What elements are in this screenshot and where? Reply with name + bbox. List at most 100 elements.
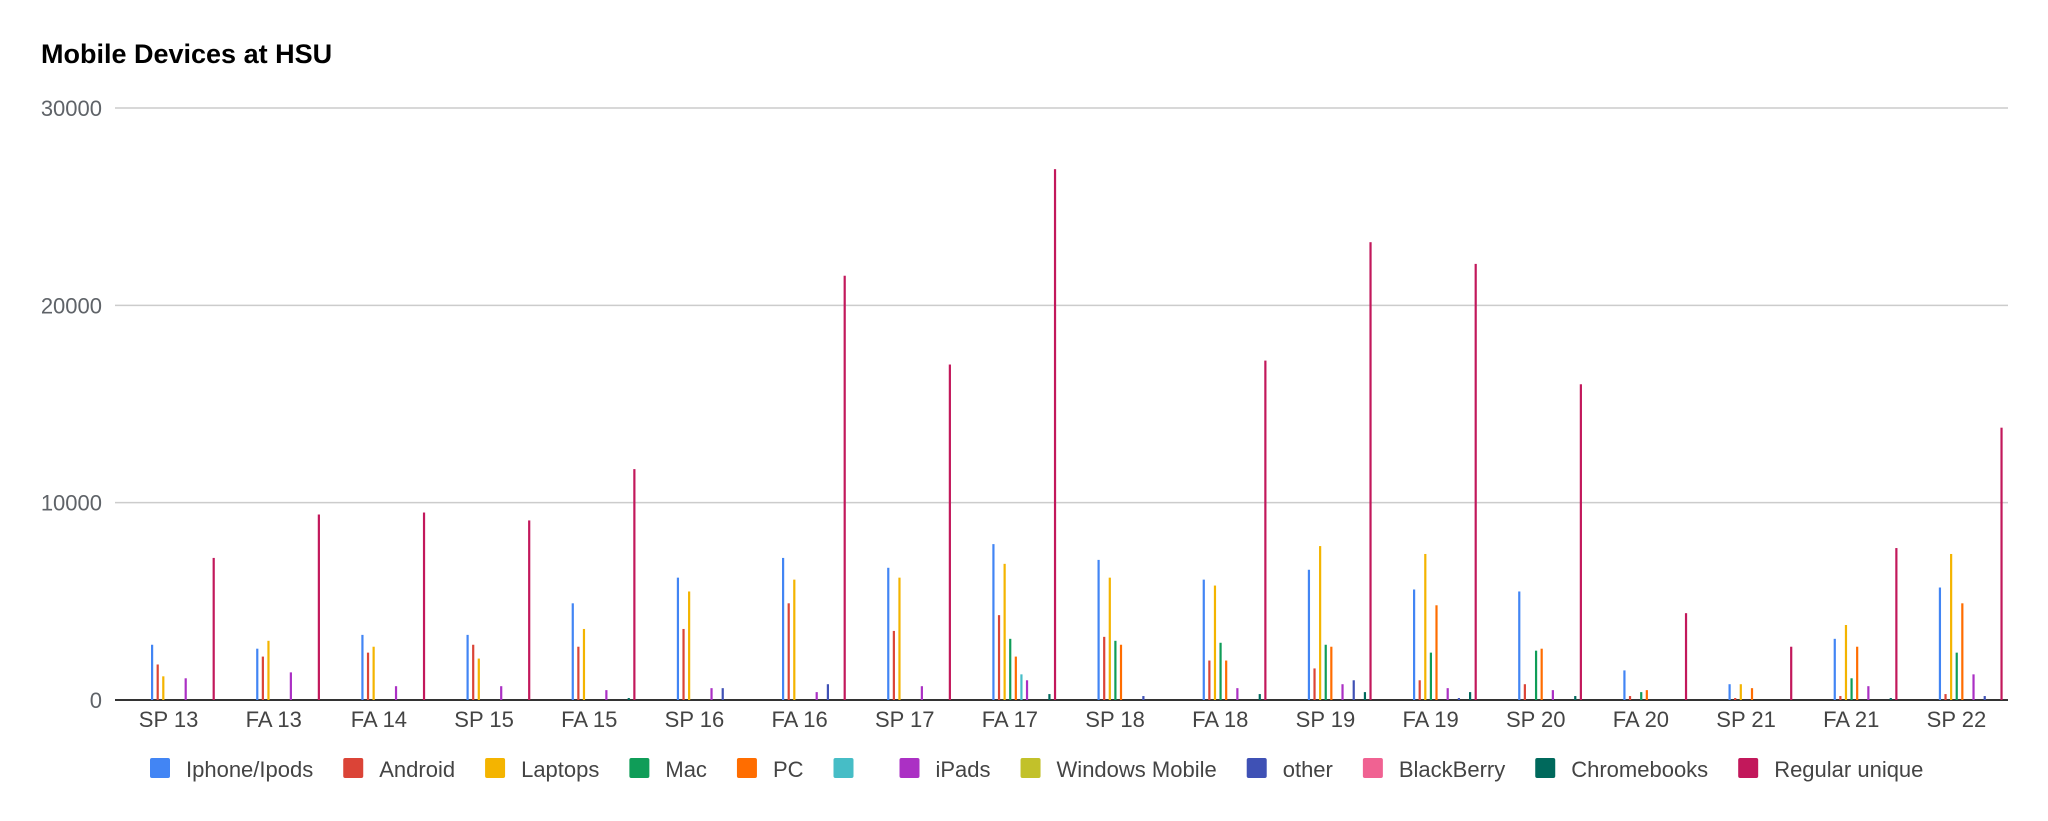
bar	[721, 688, 724, 700]
bar	[1534, 650, 1538, 700]
bar	[1961, 603, 1964, 700]
legend-item: Mac	[629, 757, 707, 782]
x-tick-label: SP 17	[875, 707, 935, 732]
bar	[212, 557, 215, 700]
bar	[1684, 613, 1688, 700]
legend-item: Android	[343, 757, 455, 782]
legend-swatch	[1362, 758, 1383, 778]
bar	[997, 615, 1001, 700]
x-tick-label: SP 13	[139, 707, 199, 732]
bar	[627, 698, 630, 700]
x-tick-label: FA 17	[982, 707, 1038, 732]
bar	[1119, 644, 1123, 700]
bar	[1025, 680, 1029, 700]
bar	[887, 567, 890, 700]
bar	[1645, 690, 1648, 700]
legend-swatch	[1535, 758, 1556, 778]
legend-label: other	[1283, 757, 1333, 782]
bar	[571, 603, 574, 700]
bar	[1734, 698, 1737, 700]
bar	[843, 275, 846, 700]
legend-label: PC	[773, 757, 804, 782]
bar	[477, 658, 480, 700]
x-tick-label: FA 15	[561, 707, 617, 732]
bar	[1014, 656, 1017, 700]
bar	[1319, 546, 1322, 700]
bar	[1469, 692, 1472, 700]
y-tick-label: 30000	[41, 96, 102, 121]
bar	[1628, 696, 1632, 700]
legend-label: Laptops	[521, 757, 599, 782]
x-tick-label: FA 19	[1402, 707, 1458, 732]
bar	[1114, 640, 1117, 700]
bar	[1844, 625, 1848, 700]
legend: Iphone/Ipods Android Laptops Mac PC iPads Wind…	[150, 757, 1923, 782]
bar	[1330, 646, 1333, 700]
bar	[162, 676, 165, 700]
bar	[1640, 692, 1643, 700]
bar	[1739, 684, 1742, 700]
x-tick-label: FA 16	[771, 707, 827, 732]
bar	[184, 678, 187, 700]
bar	[782, 557, 785, 700]
bar	[1108, 577, 1111, 700]
bar	[1363, 692, 1367, 700]
bar	[1790, 646, 1793, 700]
chart-title: Mobile Devices at HSU	[41, 39, 332, 69]
legend-label: iPads	[936, 757, 991, 782]
legend-item: Iphone/Ipods	[150, 757, 313, 782]
bar	[1856, 646, 1859, 700]
bar	[1352, 680, 1355, 700]
bar	[1540, 648, 1543, 700]
bar	[682, 628, 685, 700]
bar	[1258, 694, 1261, 700]
bar	[1324, 644, 1327, 700]
bar	[1446, 688, 1449, 700]
legend-label: Iphone/Ipods	[186, 757, 313, 782]
bar	[948, 364, 951, 700]
bar	[1264, 360, 1267, 700]
bar	[1219, 642, 1222, 700]
bar	[1213, 585, 1217, 700]
bar	[1429, 652, 1432, 700]
bar	[1972, 674, 1975, 700]
bar	[267, 640, 270, 700]
legend-label: BlackBerry	[1399, 757, 1505, 782]
legend-item: BlackBerry	[1362, 757, 1505, 782]
bar	[1728, 684, 1731, 700]
bar	[1418, 680, 1421, 700]
bar	[1424, 553, 1427, 700]
bar	[472, 644, 475, 700]
bar	[577, 646, 580, 700]
legend-label: Regular unique	[1774, 757, 1923, 782]
bars	[151, 169, 2003, 701]
bar	[256, 648, 259, 700]
bar	[1053, 169, 1057, 701]
bar	[361, 634, 364, 700]
y-tick-label: 20000	[41, 293, 102, 318]
legend-item	[833, 758, 854, 778]
bar	[500, 686, 503, 700]
bar	[1009, 638, 1012, 700]
legend-swatch	[1738, 758, 1759, 778]
legend-item: Laptops	[485, 757, 599, 782]
bar	[1895, 548, 1898, 700]
bar	[261, 656, 264, 700]
bar	[1850, 678, 1853, 700]
x-tick-label: SP 19	[1296, 707, 1356, 732]
bar	[372, 646, 375, 700]
bar	[688, 591, 691, 700]
bar	[422, 512, 426, 700]
bar	[1341, 684, 1344, 700]
legend-swatch	[1020, 758, 1041, 778]
bar	[1236, 688, 1239, 700]
bar	[289, 672, 292, 700]
x-tick-label: FA 13	[246, 707, 302, 732]
legend-swatch	[343, 758, 364, 778]
legend-swatch	[1246, 758, 1267, 778]
legend-item: Regular unique	[1738, 757, 1923, 782]
bar	[1523, 684, 1526, 700]
x-tick-label: FA 18	[1192, 707, 1248, 732]
y-tick-label: 0	[90, 688, 102, 713]
legend-item: other	[1246, 757, 1333, 782]
